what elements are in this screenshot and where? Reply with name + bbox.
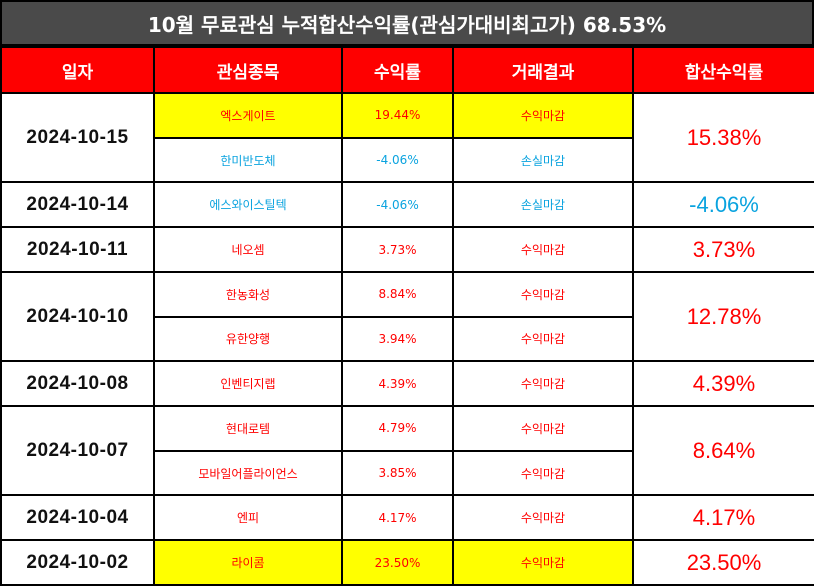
rate-cell: 3.94%: [341, 315, 454, 363]
result-cell: 손실마감: [452, 136, 634, 184]
table-row: 2024-10-07 현대로템 4.79% 수익마감 8.64%: [0, 405, 814, 497]
rate-cell: -4.06%: [341, 136, 454, 184]
table-row: 2024-10-14 에스와이스틸텍 -4.06% 손실마감 -4.06%: [0, 181, 814, 229]
rate-cell: -4.06%: [341, 181, 454, 229]
date-cell: 2024-10-04: [0, 494, 155, 542]
result-cell: 수익마감: [452, 92, 634, 139]
rate-cell: 3.73%: [341, 226, 454, 273]
header-date: 일자: [0, 46, 155, 94]
rate-cell: 3.85%: [341, 449, 454, 497]
total-cell: 23.50%: [632, 539, 814, 586]
date-cell: 2024-10-02: [0, 539, 155, 586]
stock-cell: 현대로템: [153, 405, 343, 452]
header-stock: 관심종목: [153, 46, 343, 94]
stock-cell: 라이콤: [153, 539, 343, 586]
rate-cell: 4.39%: [341, 360, 454, 408]
result-cell: 수익마감: [452, 270, 634, 318]
stock-cell: 엑스게이트: [153, 92, 343, 139]
stock-cell: 네오셈: [153, 226, 343, 273]
table-row: 유한양행 3.94% 수익마감: [1, 315, 814, 363]
table-row: 2024-10-11 네오셈 3.73% 수익마감 3.73%: [0, 226, 814, 273]
stock-cell: 엔피: [153, 494, 343, 542]
total-cell: 4.17%: [632, 494, 814, 542]
result-cell: 손실마감: [452, 181, 634, 229]
date-cell: 2024-10-11: [0, 226, 155, 273]
stock-cell: 한미반도체: [153, 136, 343, 184]
table-row: 2024-10-10 한농화성 8.84% 수익마감 12.78%: [0, 270, 814, 363]
result-cell: 수익마감: [452, 315, 634, 363]
table-row: 한미반도체 -4.06% 손실마감: [1, 136, 814, 184]
total-cell: -4.06%: [632, 181, 814, 229]
total-cell: 15.38%: [632, 91, 814, 184]
table-row: 2024-10-15 엑스게이트 19.44% 수익마감 15.38%: [0, 91, 814, 184]
total-cell: 8.64%: [632, 405, 814, 497]
date-cell: 2024-10-15: [0, 91, 155, 184]
header-result: 거래결과: [452, 46, 634, 94]
header-rate: 수익률: [341, 46, 454, 94]
result-cell: 수익마감: [452, 226, 634, 273]
table-row: 2024-10-08 인벤티지랩 4.39% 수익마감 4.39%: [0, 360, 814, 408]
total-cell: 12.78%: [632, 270, 814, 363]
table-row: 2024-10-04 엔피 4.17% 수익마감 4.17%: [0, 494, 814, 542]
rate-cell: 23.50%: [341, 539, 454, 586]
rate-cell: 19.44%: [341, 92, 454, 139]
result-cell: 수익마감: [452, 405, 634, 452]
total-cell: 4.39%: [632, 360, 814, 408]
table-body: 2024-10-15 엑스게이트 19.44% 수익마감 15.38% 한미반도체 -4.0…: [0, 91, 814, 586]
stock-cell: 에스와이스틸텍: [153, 181, 343, 229]
rate-cell: 4.17%: [341, 494, 454, 542]
date-cell: 2024-10-08: [0, 360, 155, 408]
stock-cell: 인벤티지랩: [153, 360, 343, 408]
result-cell: 수익마감: [452, 539, 634, 586]
sheet-title: 10월 무료관심 누적합산수익률(관심가대비최고가) 68.53%: [0, 0, 814, 46]
total-cell: 3.73%: [632, 226, 814, 273]
stock-cell: 모바일어플라이언스: [153, 449, 343, 497]
rate-cell: 4.79%: [341, 405, 454, 452]
header-total: 합산수익률: [632, 46, 814, 94]
header-row: 일자 관심종목 수익률 거래결과 합산수익률: [0, 46, 814, 94]
result-cell: 수익마감: [452, 449, 634, 497]
table-row: 모바일어플라이언스 3.85% 수익마감: [1, 449, 814, 497]
stock-cell: 한농화성: [153, 270, 343, 318]
result-cell: 수익마감: [452, 360, 634, 408]
returns-table: 일자 관심종목 수익률 거래결과 합산수익률 2024-10-15 엑스게이트 19…: [0, 46, 814, 586]
table-row: 2024-10-02 라이콤 23.50% 수익마감 23.50%: [0, 539, 814, 586]
rate-cell: 8.84%: [341, 270, 454, 318]
date-cell: 2024-10-07: [0, 405, 155, 497]
date-cell: 2024-10-14: [0, 181, 155, 229]
result-cell: 수익마감: [452, 494, 634, 542]
date-cell: 2024-10-10: [0, 270, 155, 363]
stock-cell: 유한양행: [153, 315, 343, 363]
